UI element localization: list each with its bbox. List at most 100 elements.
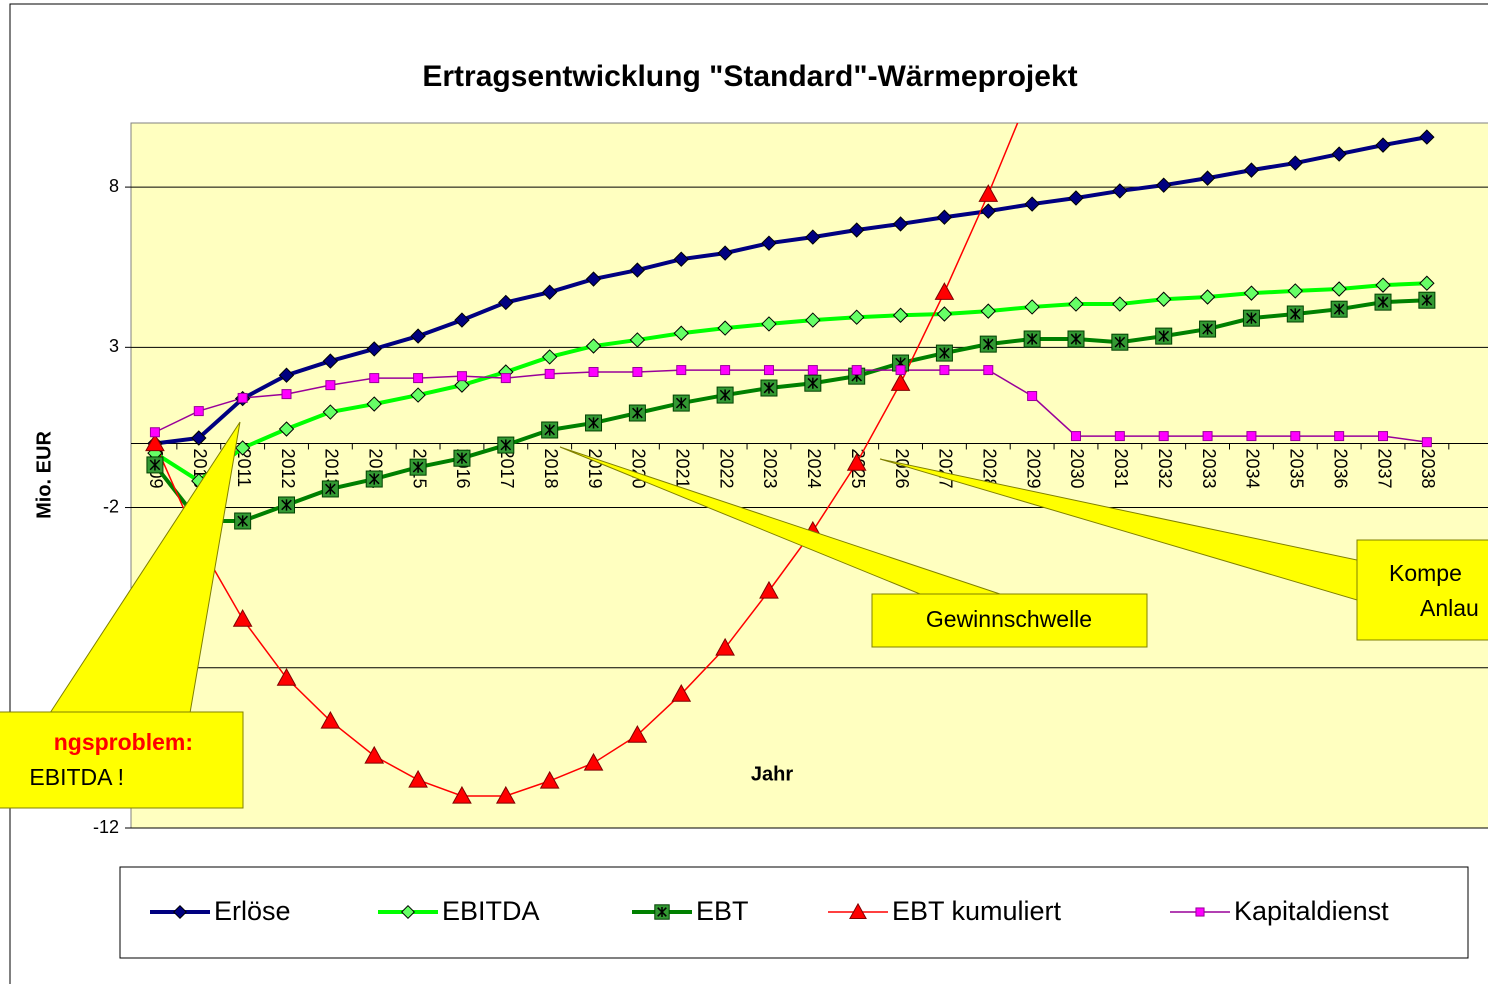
marker [325,380,336,391]
x-tick-label: 2037 [1374,448,1394,488]
marker [369,373,380,384]
x-tick-label: 2034 [1243,448,1263,488]
marker [1111,333,1129,351]
marker [629,332,646,348]
x-tick-label: 2038 [1418,448,1438,488]
marker [892,307,909,323]
marker-star [1070,333,1082,345]
marker [498,294,514,311]
marker [1024,196,1040,212]
x-tick-label: 2021 [673,448,693,488]
marker [234,440,251,456]
marker [1418,291,1436,309]
chart-title: Ertragsentwicklung "Standard"-Wärmeproje… [422,60,1077,93]
marker [1112,296,1128,312]
marker [583,752,604,771]
marker [276,667,297,686]
callout-right: Kompe Anlau [879,458,1488,641]
marker-star [1158,330,1170,342]
marker-star [1421,294,1433,306]
marker [1067,330,1085,348]
marker [1199,320,1217,338]
y-tick-label: -2 [103,496,119,516]
x-tick-label: 2011 [234,448,254,487]
marker [895,365,906,376]
marker [588,366,599,377]
marker [544,368,555,379]
marker [1112,183,1128,199]
marker [172,904,188,920]
marker [760,379,778,397]
marker [585,338,602,354]
marker [234,512,252,530]
marker [541,349,558,365]
marker-star [412,461,424,473]
marker [1375,277,1391,293]
marker [320,710,341,729]
marker [145,433,165,452]
marker [278,367,295,383]
marker [1378,431,1389,442]
marker [1419,275,1435,291]
marker [1334,431,1345,442]
marker [936,306,953,322]
marker [585,271,602,287]
marker-star [807,377,819,389]
marker [849,902,867,919]
marker [410,328,426,344]
marker [322,353,339,369]
marker [452,785,472,804]
marker [890,373,911,391]
marker [671,684,692,702]
marker [1290,431,1301,442]
marker-star [1026,333,1038,345]
x-tick-label: 2035 [1287,448,1307,488]
marker [1286,305,1304,323]
marker [585,414,603,432]
marker [1068,190,1084,206]
x-tick-label: 2031 [1111,448,1131,488]
marker [807,365,818,376]
marker [1246,431,1257,442]
marker [1156,177,1172,193]
marker [1024,299,1040,315]
x-tick-label: 2018 [541,448,561,488]
marker-star [237,515,248,527]
marker-star [675,397,687,409]
x-axis-label: Jahr [751,763,793,785]
marker [848,222,865,238]
marker [237,392,248,403]
y-tick-label: -12 [93,817,119,837]
marker [628,404,646,422]
marker [804,374,822,392]
marker [672,394,690,412]
legend-label: EBT kumuliert [892,896,1062,926]
legend-label: Kapitaldienst [1234,896,1389,926]
marker-star [1333,303,1345,315]
marker [763,365,774,376]
marker [715,637,735,656]
marker [632,366,643,377]
marker-star [500,439,512,451]
marker [627,725,648,743]
marker-star [939,347,950,359]
callout-text: Gewinnschwelle [926,606,1092,632]
marker [1027,391,1038,402]
marker [980,303,996,319]
marker [232,609,253,627]
marker [1023,330,1041,348]
marker-star [544,424,556,436]
marker [193,406,204,417]
y-tick-label: 8 [109,176,119,196]
marker [978,184,999,202]
marker-star [1202,323,1213,335]
callout-text: Anlau [1420,595,1479,621]
legend [119,866,1469,959]
marker [495,785,516,804]
marker [851,365,862,376]
marker [454,312,470,328]
marker [322,404,339,420]
marker [1242,309,1260,327]
callout-left: ngsproblem: EBITDA ! [0,421,244,809]
